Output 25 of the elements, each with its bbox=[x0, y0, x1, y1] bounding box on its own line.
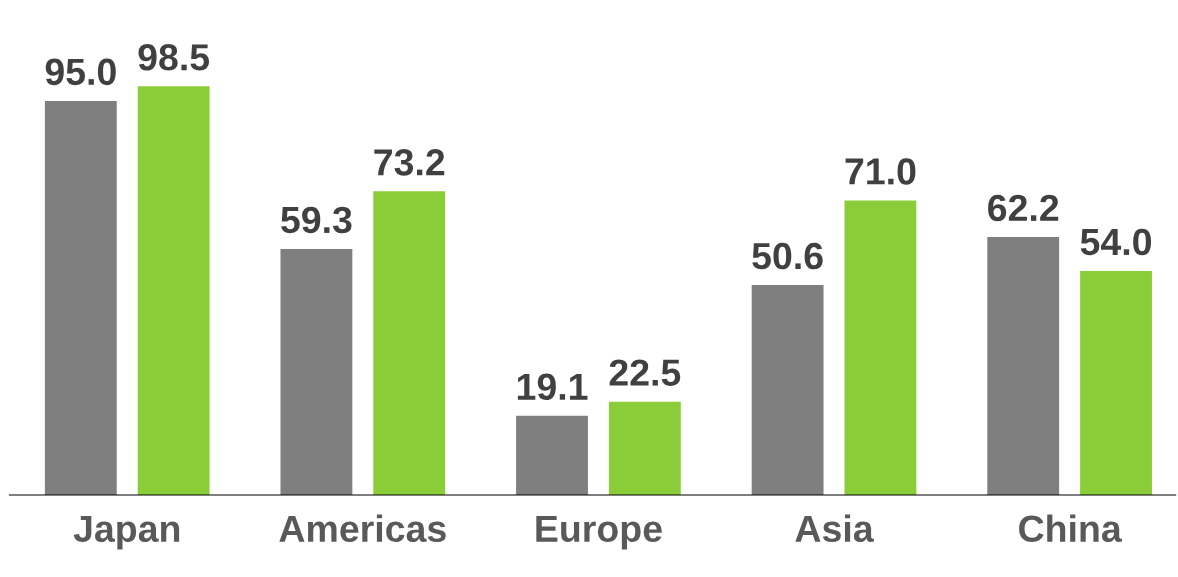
data-label: 22.5 bbox=[609, 359, 681, 386]
x-tick-label: China bbox=[1019, 514, 1122, 543]
x-tick-label: Asia bbox=[795, 514, 874, 543]
data-label: 98.5 bbox=[138, 44, 210, 71]
bar bbox=[844, 200, 917, 496]
data-label: 54.0 bbox=[1080, 228, 1151, 256]
bar bbox=[987, 236, 1060, 496]
bar bbox=[1080, 271, 1152, 496]
bar bbox=[608, 401, 681, 496]
bar bbox=[373, 191, 446, 496]
bar bbox=[516, 415, 588, 496]
data-label: 59.3 bbox=[281, 206, 352, 234]
data-label: 50.6 bbox=[752, 242, 823, 270]
data-label: 19.1 bbox=[517, 373, 588, 401]
data-label: 95.0 bbox=[45, 58, 116, 86]
bar bbox=[137, 86, 210, 496]
x-tick-label: Americas bbox=[279, 514, 446, 543]
data-label: 73.2 bbox=[374, 149, 445, 176]
x-tick-label: Japan bbox=[73, 515, 180, 550]
x-tick-label: Europe bbox=[536, 515, 662, 550]
bar bbox=[280, 249, 353, 496]
data-label: 62.2 bbox=[988, 194, 1059, 222]
bar bbox=[751, 285, 824, 496]
bar bbox=[44, 100, 117, 496]
data-label: 71.0 bbox=[845, 158, 916, 185]
